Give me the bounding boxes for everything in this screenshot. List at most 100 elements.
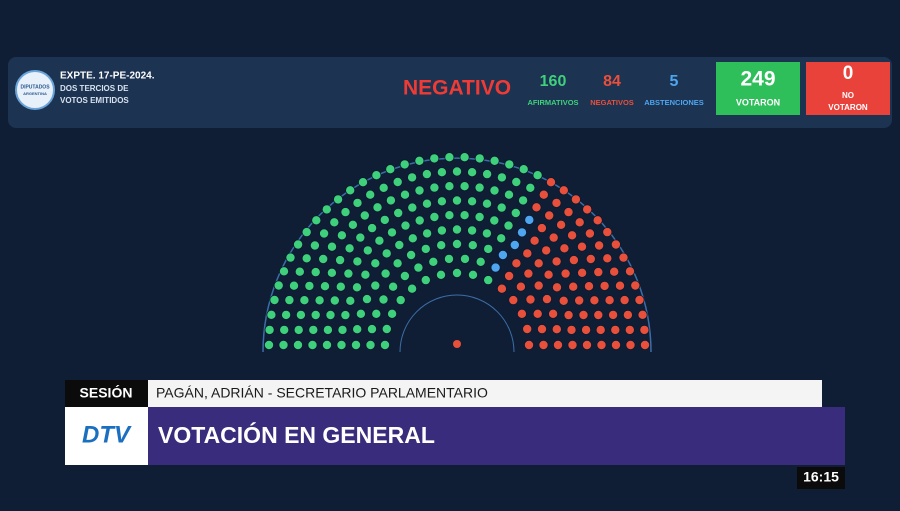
seat: [467, 167, 478, 178]
seat: [357, 177, 368, 188]
logo-text: ARGENTINA: [23, 91, 47, 96]
not-voted-count: 0: [843, 63, 854, 84]
seat: [407, 233, 418, 244]
seat: [414, 155, 425, 166]
seat: [533, 258, 544, 269]
seat: [625, 266, 636, 277]
seat: [264, 324, 275, 335]
seat: [570, 194, 581, 205]
seat: [451, 267, 462, 278]
seat: [301, 253, 312, 264]
seat: [504, 159, 515, 170]
seat: [365, 339, 376, 350]
majority: DOS TERCIOS DE: [60, 84, 129, 93]
logo: [15, 70, 55, 110]
seat: [443, 253, 454, 264]
seat: [429, 211, 440, 222]
seat: [420, 243, 431, 254]
seat: [436, 240, 447, 251]
seat: [284, 295, 295, 306]
seat: [619, 295, 630, 306]
seat: [522, 323, 533, 334]
voted-label: VOTARON: [736, 97, 780, 107]
seat: [288, 280, 299, 291]
seat: [568, 255, 579, 266]
seat: [386, 227, 397, 238]
seat: [593, 267, 604, 278]
seat: [326, 267, 337, 278]
seat: [543, 269, 554, 280]
seat: [292, 339, 303, 350]
seat: [326, 241, 337, 252]
seat: [451, 224, 462, 235]
seat: [467, 196, 478, 207]
seat: [551, 197, 562, 208]
seat: [489, 215, 500, 226]
seat: [293, 239, 304, 250]
seat: [489, 185, 500, 196]
seat: [475, 256, 486, 267]
not-voted-label: VOTARON: [828, 103, 868, 112]
result: NEGATIVO: [403, 77, 511, 100]
voted-box: [716, 62, 800, 115]
logo-text: DIPUTADOS: [20, 84, 50, 90]
seat: [370, 280, 381, 291]
seat: [510, 207, 521, 218]
tally-count: 5: [670, 73, 679, 90]
hemicycle-inner: [399, 294, 515, 353]
seat: [474, 153, 485, 164]
seat: [378, 294, 389, 305]
seat: [536, 223, 547, 234]
seat: [269, 294, 280, 305]
tally-label: ABSTENCIONES: [644, 98, 704, 107]
seat: [299, 295, 310, 306]
seat: [428, 256, 439, 267]
seat: [321, 339, 332, 350]
tally-label: NEGATIVOS: [590, 98, 634, 107]
seat: [406, 249, 417, 260]
majority: VOTOS EMITIDOS: [60, 96, 129, 105]
seat: [525, 182, 536, 193]
seat: [634, 294, 645, 305]
seat: [630, 280, 641, 291]
seat: [529, 235, 540, 246]
seat: [459, 253, 470, 264]
seat: [444, 210, 455, 221]
seat: [525, 294, 536, 305]
seat: [379, 339, 390, 350]
seat: [378, 182, 389, 193]
not-voted-box: [806, 62, 890, 115]
seat: [517, 227, 528, 238]
seat: [422, 228, 433, 239]
seat: [474, 182, 485, 193]
president-seat: [453, 340, 461, 348]
seat: [511, 258, 522, 269]
voted-count: 249: [740, 68, 775, 91]
seat: [609, 266, 620, 277]
seat: [585, 253, 596, 264]
seat: [602, 227, 613, 238]
seat: [387, 308, 398, 319]
seat: [538, 189, 549, 200]
seat: [566, 324, 577, 335]
seat: [568, 281, 579, 292]
seat: [563, 310, 574, 321]
seat: [379, 214, 390, 225]
seat: [344, 243, 355, 254]
seat: [352, 324, 363, 335]
seat: [350, 339, 361, 350]
seat: [559, 243, 570, 254]
tally-count: 160: [540, 73, 567, 90]
seat: [518, 164, 529, 175]
seat: [407, 283, 418, 294]
seat: [567, 339, 578, 350]
seat: [281, 309, 292, 320]
seat: [481, 228, 492, 239]
seat: [421, 169, 432, 180]
top-panel: [8, 57, 892, 128]
seat: [459, 181, 470, 192]
seat: [556, 219, 567, 230]
seat: [367, 223, 378, 234]
hemicycle-outline: [262, 157, 652, 353]
seat: [266, 309, 277, 320]
